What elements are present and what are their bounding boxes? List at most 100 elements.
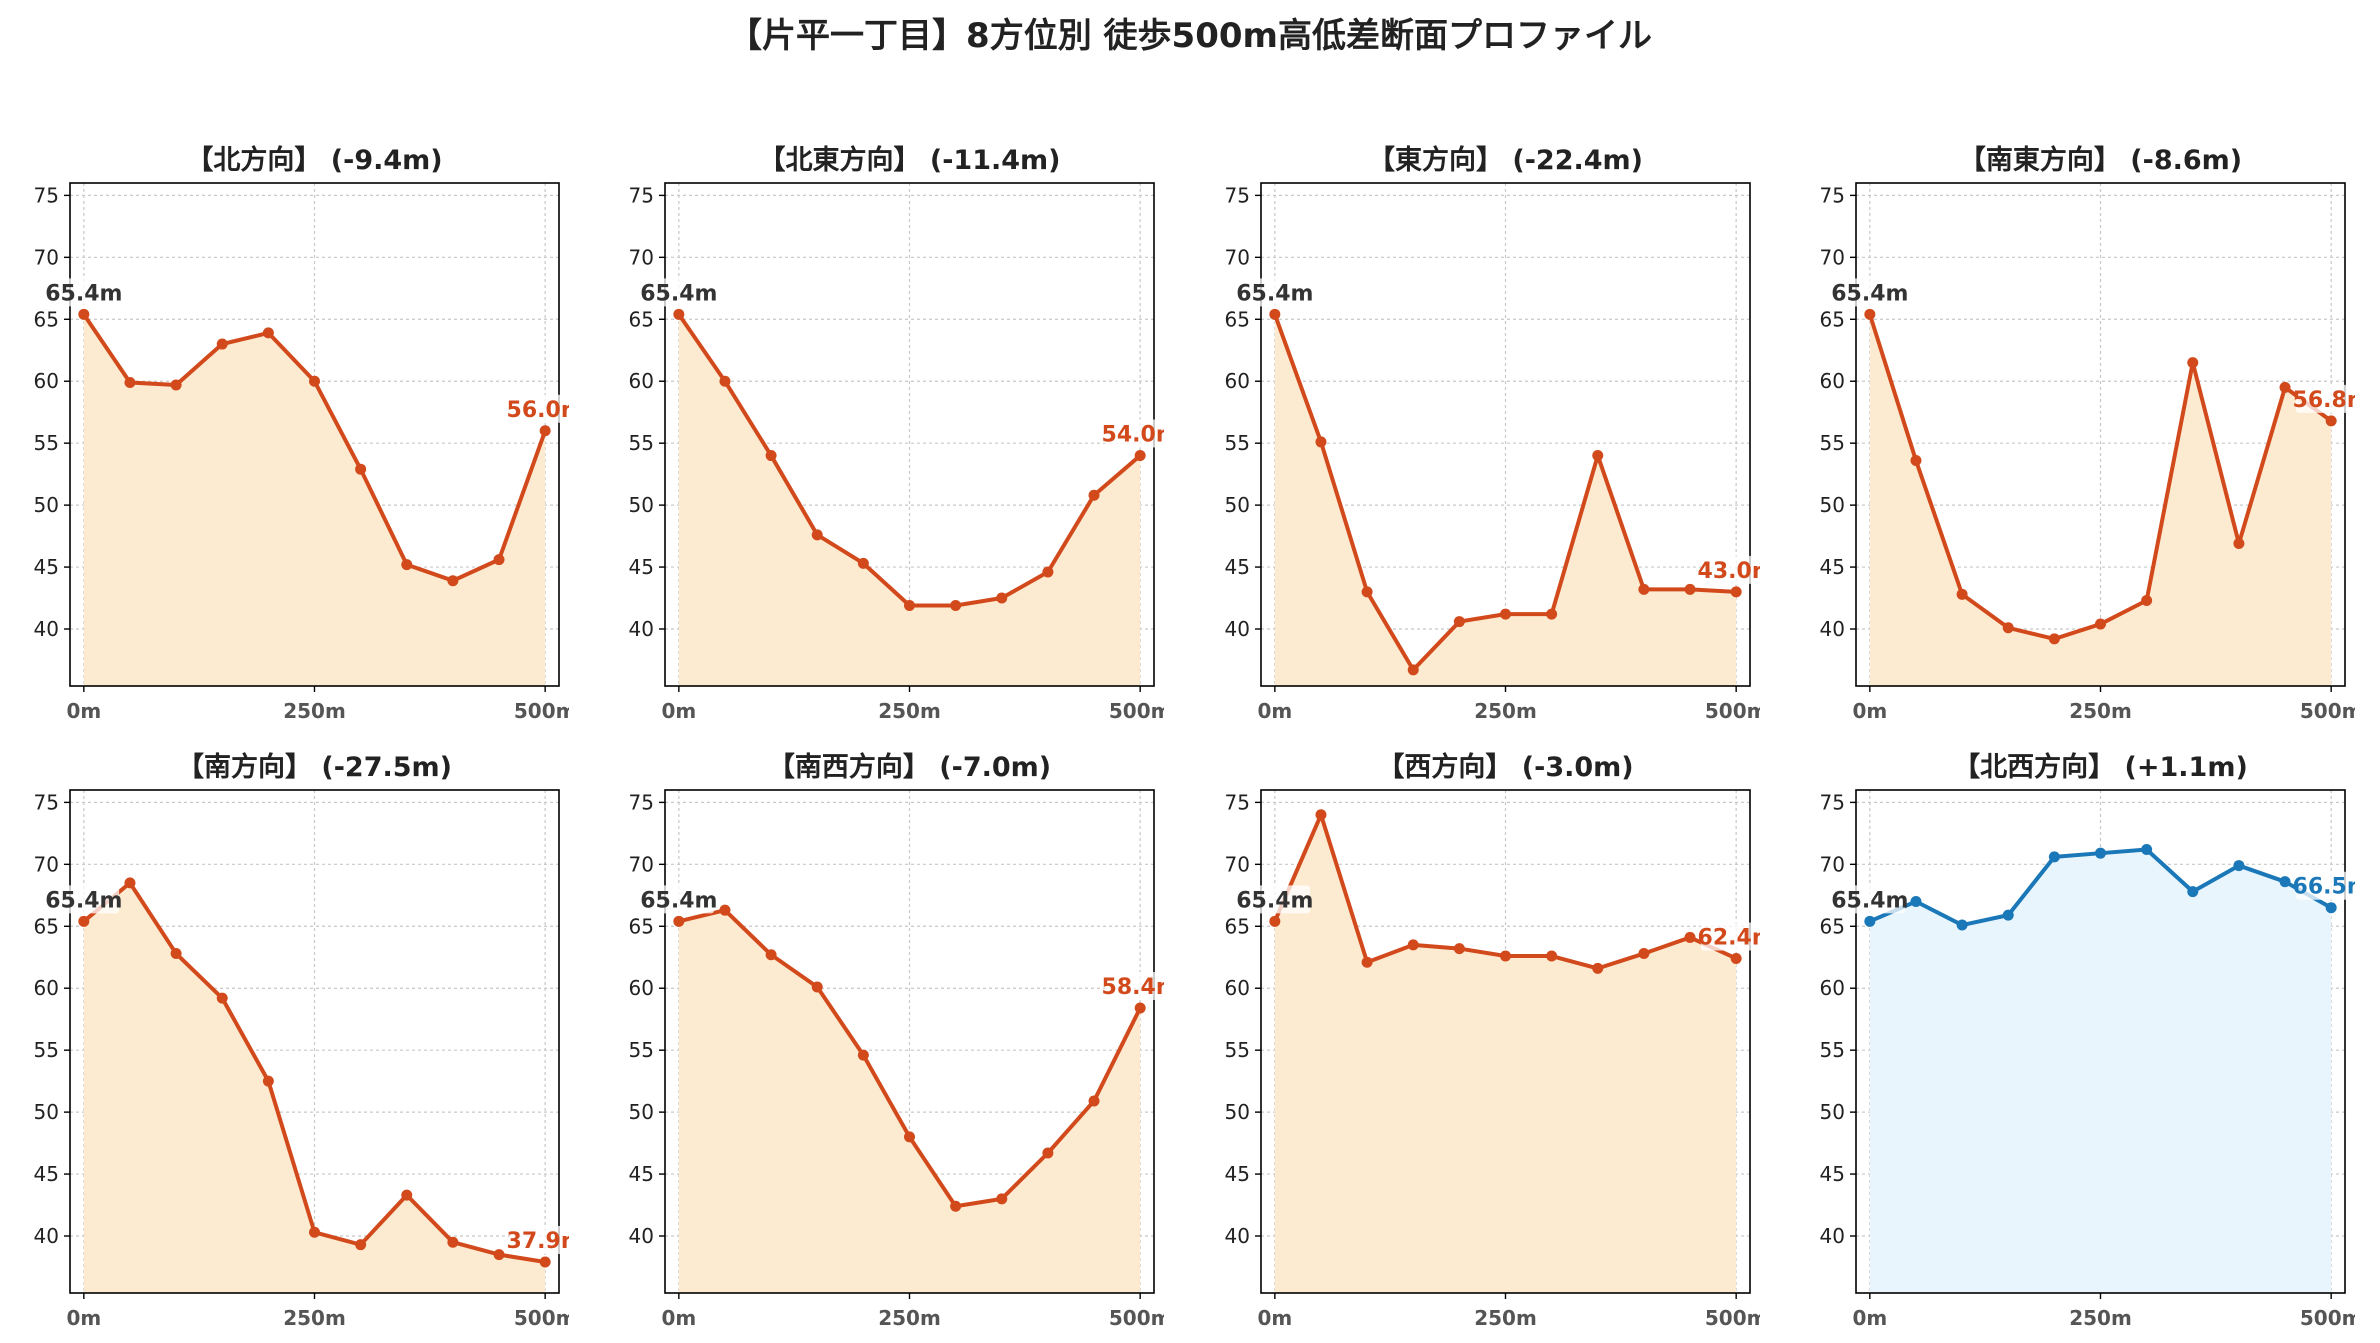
data-point [857,557,869,569]
data-point [1592,962,1604,974]
elevation-area [1274,314,1737,686]
y-tick-label: 40 [34,617,59,641]
panel-title: 【南西方向】 (-7.0m) [768,751,1051,783]
data-point [309,375,320,387]
end-elevation-label-group: 43.0m [1698,555,1760,584]
start-elevation-label-group: 65.4m [640,885,717,914]
data-point [1269,915,1281,927]
data-point [1684,931,1696,943]
data-point [2002,622,2014,634]
y-tick-label: 60 [1820,369,1845,393]
data-point [1315,809,1327,821]
elevation-chart-1: 【北東方向】 (-11.4m) 40 45 50 55 60 65 70 75 0m 250m 500… [629,144,1164,723]
end-elevation-label-group: 56.0m [507,394,569,423]
x-tick-label: 250m [878,699,941,723]
data-point [447,1236,459,1248]
panel-title: 【北方向】 (-9.4m) [186,144,442,176]
y-tick-label: 45 [34,555,59,579]
figure-title: 【片平一丁目】8方位別 徒歩500m高低差断面プロファイル [728,16,1652,56]
y-tick-label: 50 [629,493,654,517]
y-tick-label: 50 [1820,1100,1845,1124]
x-tick-label: 0m [661,699,696,723]
data-point [124,376,136,388]
data-point [1956,919,1968,931]
y-tick-label: 55 [629,1038,654,1062]
data-point [1864,308,1876,320]
data-point [1361,586,1373,598]
data-point [2279,876,2291,888]
y-tick-label: 45 [629,1162,654,1186]
data-point [857,1049,869,1061]
data-point [904,599,915,611]
end-elevation-label: 37.9m [507,1229,569,1254]
data-point [2095,847,2106,859]
data-point [2141,595,2153,607]
data-point [216,338,228,350]
start-elevation-label: 65.4m [1831,281,1908,306]
y-tick-label: 40 [1820,617,1845,641]
y-tick-label: 75 [1225,790,1250,814]
data-point [2048,851,2060,863]
data-point [401,559,413,571]
elevation-area [83,882,546,1293]
data-point [950,1200,962,1212]
data-point [1134,1002,1146,1014]
panel-title: 【東方向】 (-22.4m) [1368,144,1643,176]
data-point [355,1239,367,1251]
y-tick-label: 45 [1225,555,1250,579]
data-point [1638,583,1650,595]
y-tick-label: 60 [1820,976,1845,1000]
y-tick-label: 65 [1820,914,1845,938]
data-point [1407,664,1419,676]
end-elevation-label-bg [1700,922,1760,951]
data-point [950,599,962,611]
y-tick-label: 40 [1225,617,1250,641]
data-point [2325,415,2337,427]
data-point [493,554,505,566]
data-point [673,915,685,927]
end-elevation-label-bg [2295,871,2355,900]
x-tick-label: 500m [1705,699,1760,723]
data-point [2279,381,2291,393]
data-point [447,575,459,587]
start-elevation-label-bg [1834,885,1906,914]
x-tick-label: 250m [878,1306,941,1330]
x-tick-label: 500m [514,1306,569,1330]
x-tick-label: 250m [283,699,346,723]
end-elevation-label: 54.0m [1102,423,1164,448]
start-elevation-label: 65.4m [45,281,122,306]
y-tick-label: 65 [629,307,654,331]
start-elevation-label-bg [643,278,715,307]
end-elevation-label-group: 37.9m [507,1226,569,1254]
end-elevation-label-group: 56.8m [2293,384,2355,413]
y-tick-label: 60 [629,976,654,1000]
data-point [1956,588,1968,600]
x-tick-label: 250m [1474,699,1537,723]
data-point [1864,915,1876,927]
end-elevation-label: 62.4m [1698,925,1760,950]
data-point [1088,1095,1100,1107]
y-tick-label: 75 [1225,183,1250,207]
y-tick-label: 55 [629,431,654,455]
data-point [1684,583,1696,595]
data-point [309,1226,320,1238]
data-point [355,463,367,475]
x-tick-label: 0m [66,1306,101,1330]
data-point [539,425,551,437]
elevation-chart-4: 【南方向】 (-27.5m) 40 45 50 55 60 65 70 75 0m 250m 500m… [34,751,569,1330]
y-tick-label: 75 [34,790,59,814]
start-elevation-label-group: 65.4m [1831,278,1908,307]
y-tick-label: 70 [629,852,654,876]
y-tick-label: 65 [1225,914,1250,938]
data-point [1910,896,1922,908]
y-tick-label: 55 [1225,431,1250,455]
start-elevation-label-bg [48,885,120,914]
y-tick-label: 65 [1225,307,1250,331]
y-tick-label: 75 [1820,790,1845,814]
panel-title: 【西方向】 (-3.0m) [1377,751,1633,783]
y-tick-label: 40 [629,1224,654,1248]
y-tick-label: 75 [629,183,654,207]
start-elevation-label-bg [1834,278,1906,307]
y-tick-label: 65 [34,914,59,938]
panel-title: 【北東方向】 (-11.4m) [758,144,1060,176]
